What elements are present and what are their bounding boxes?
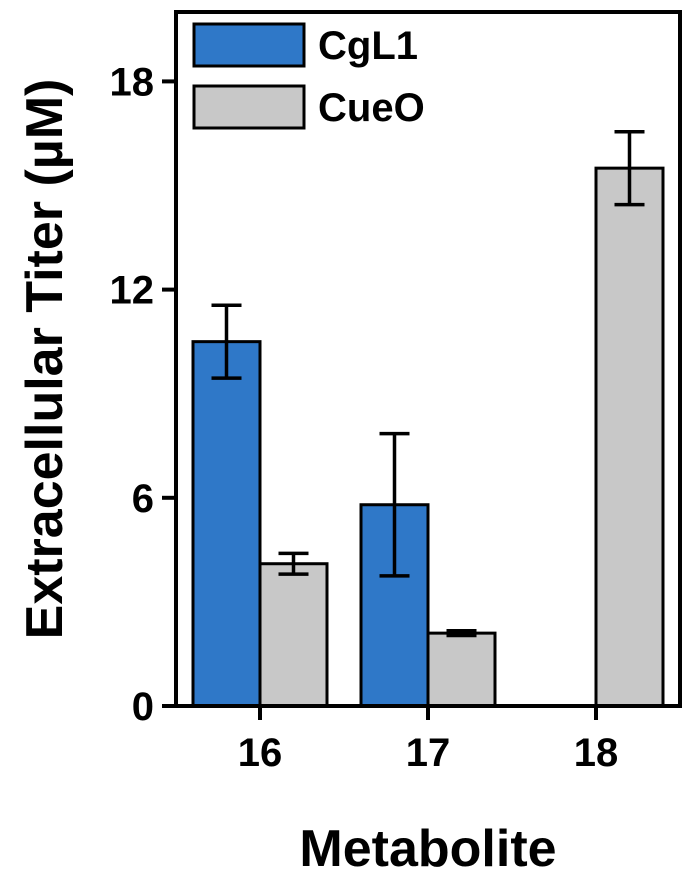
error-bar-cgl1-17 [379,431,410,578]
bar-cgl1-16 [191,340,262,708]
y-tick-label: 0 [132,685,154,729]
x-tick-label: 17 [406,731,451,775]
y-tick-label: 18 [110,60,155,104]
bar-cueo-16 [258,562,329,708]
legend: CgL1 CueO [192,22,425,130]
legend-label-cueo: CueO [318,86,425,130]
y-tick-label: 12 [110,269,155,313]
x-ticks: 16 17 18 [238,706,619,775]
error-bars-layer [211,129,645,638]
y-ticks: 0 6 12 18 [110,60,176,729]
legend-label-cgl1: CgL1 [318,24,418,68]
error-bar-cueo-17 [446,628,477,638]
bar-cueo-17 [426,631,497,708]
y-tick-label: 6 [132,477,154,521]
bar-cueo-18 [594,166,665,708]
error-bar-cgl1-16 [211,303,242,380]
error-bar-cueo-16 [278,551,309,576]
x-axis-title: Metabolite [299,820,556,874]
legend-swatch-cgl1 [192,22,306,68]
y-axis-title: Extracellular Titer (µM) [16,79,74,640]
x-tick-label: 18 [574,731,619,775]
error-bar-cueo-18 [614,129,645,207]
x-tick-label: 16 [238,731,283,775]
bars-layer [191,166,665,708]
legend-swatch-cueo [192,84,306,130]
